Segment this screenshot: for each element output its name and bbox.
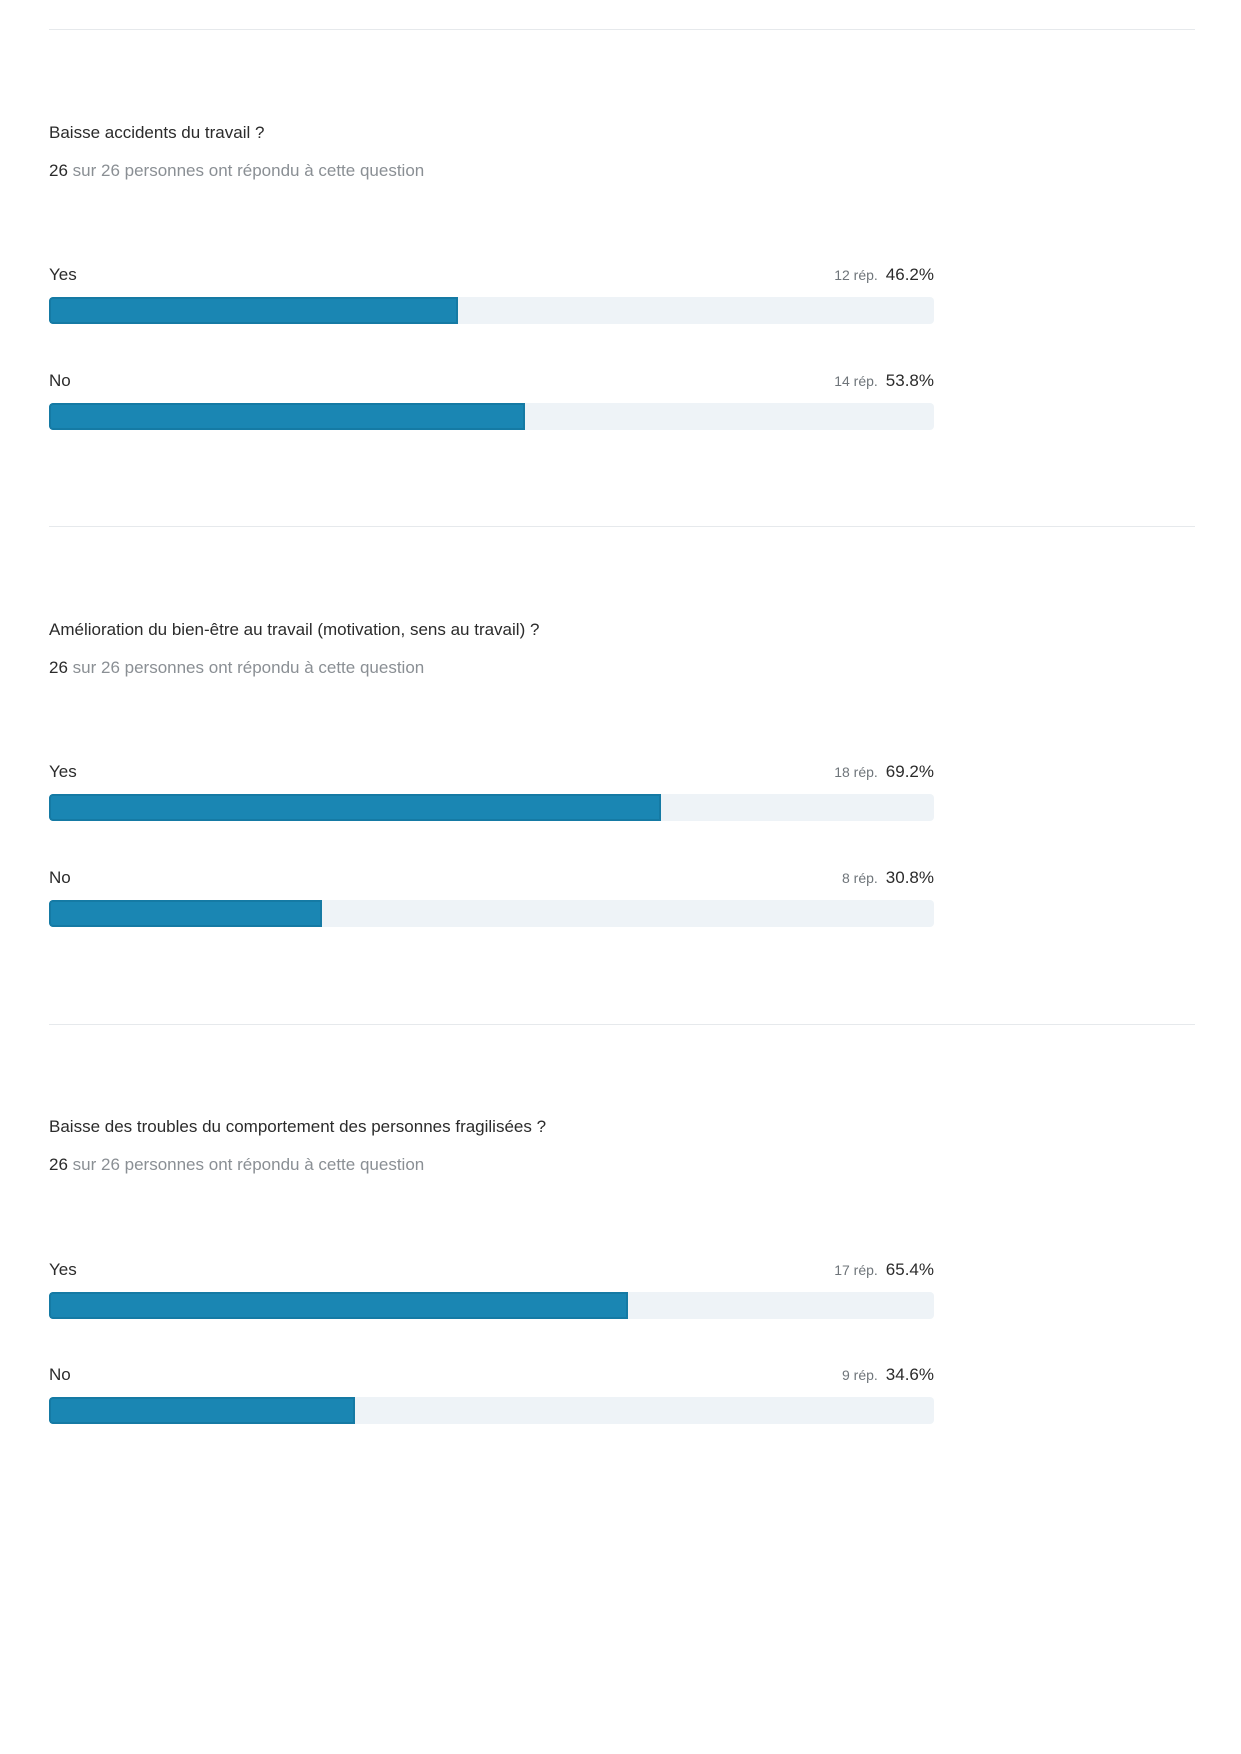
option-label: Yes (49, 1260, 77, 1279)
response-count-label: 12 rép. (834, 267, 878, 283)
option-stats: 9 rép. 34.6% (842, 1365, 934, 1385)
percent-label: 46.2% (885, 265, 934, 284)
bar-track (49, 794, 934, 821)
bar-track (49, 1292, 934, 1319)
question-title: Baisse accidents du travail ? (49, 123, 265, 142)
question-block: Amélioration du bien-être au travail (mo… (49, 620, 1195, 940)
option-row-yes: Yes 17 rép. 65.4% (49, 1260, 934, 1320)
bar-fill (49, 900, 322, 927)
bar-track (49, 900, 934, 927)
option-row-yes: Yes 18 rép. 69.2% (49, 762, 934, 822)
option-label: Yes (49, 762, 77, 781)
response-summary-text: sur 26 personnes ont répondu à cette que… (72, 161, 425, 180)
bar-fill (49, 1292, 628, 1319)
bar-fill (49, 297, 458, 324)
option-stats: 8 rép. 30.8% (842, 868, 934, 888)
section-divider (49, 526, 1195, 527)
bar-fill (49, 403, 526, 430)
option-stats: 14 rép. 53.8% (834, 371, 934, 391)
option-stats: 17 rép. 65.4% (834, 1260, 934, 1280)
option-stats: 12 rép. 46.2% (834, 265, 934, 285)
percent-label: 53.8% (885, 371, 934, 390)
option-stats: 18 rép. 69.2% (834, 762, 934, 782)
response-count-label: 8 rép. (841, 870, 878, 886)
percent-label: 65.4% (885, 1260, 934, 1279)
response-count: 26 (49, 161, 68, 180)
question-block: Baisse des troubles du comportement des … (49, 1117, 1195, 1437)
option-label: No (49, 371, 71, 390)
question-title: Baisse des troubles du comportement des … (49, 1117, 547, 1136)
response-count: 26 (49, 1155, 68, 1174)
bar-fill (49, 1397, 356, 1424)
bar-track (49, 403, 934, 430)
response-count: 26 (49, 658, 68, 677)
response-count-label: 18 rép. (834, 764, 878, 780)
section-divider (49, 1024, 1195, 1025)
response-count-label: 14 rép. (834, 373, 878, 389)
percent-label: 30.8% (885, 868, 934, 887)
response-summary: 26 sur 26 personnes ont répondu à cette … (49, 658, 424, 678)
percent-label: 34.6% (885, 1365, 934, 1384)
option-row-yes: Yes 12 rép. 46.2% (49, 265, 934, 325)
response-summary: 26 sur 26 personnes ont répondu à cette … (49, 161, 424, 181)
option-row-no: No 14 rép. 53.8% (49, 371, 934, 431)
option-label: No (49, 868, 71, 887)
bar-fill (49, 794, 662, 821)
response-count-label: 17 rép. (834, 1262, 878, 1278)
response-count-label: 9 rép. (841, 1367, 878, 1383)
bar-track (49, 1397, 934, 1424)
option-label: No (49, 1365, 71, 1384)
response-summary-text: sur 26 personnes ont répondu à cette que… (72, 1155, 425, 1174)
question-block: Baisse accidents du travail ? 26 sur 26 … (49, 123, 1195, 443)
question-title: Amélioration du bien-être au travail (mo… (49, 620, 540, 639)
response-summary: 26 sur 26 personnes ont répondu à cette … (49, 1155, 424, 1175)
option-row-no: No 9 rép. 34.6% (49, 1365, 934, 1425)
bar-track (49, 297, 934, 324)
response-summary-text: sur 26 personnes ont répondu à cette que… (72, 658, 425, 677)
option-row-no: No 8 rép. 30.8% (49, 868, 934, 928)
option-label: Yes (49, 265, 77, 284)
section-divider (49, 29, 1195, 30)
percent-label: 69.2% (885, 762, 934, 781)
